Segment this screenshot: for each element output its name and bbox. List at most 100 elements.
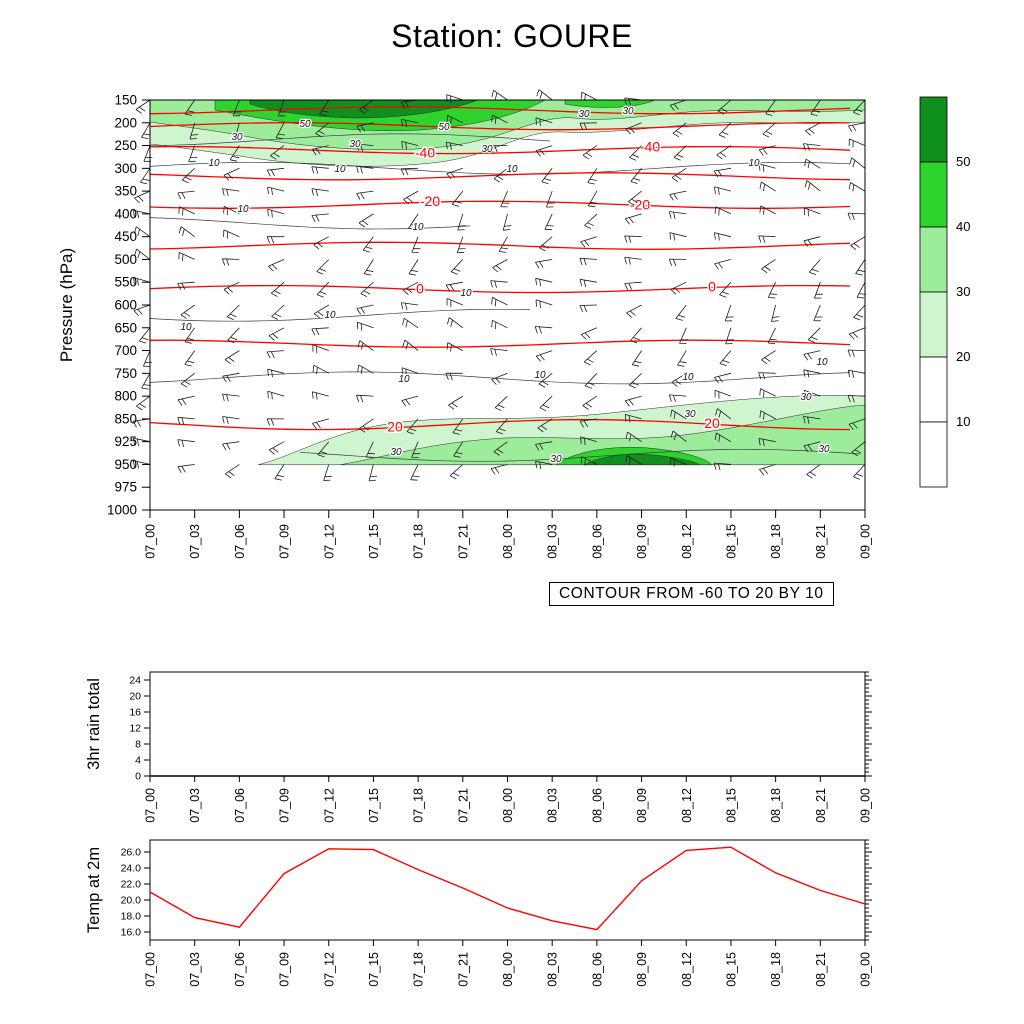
- wind-barbs: [132, 89, 866, 482]
- y-tick-label: 8: [135, 739, 141, 751]
- pressure-tick-label: 800: [114, 389, 137, 404]
- svg-text:10: 10: [534, 370, 546, 381]
- red-contour-label: 0: [708, 279, 716, 295]
- svg-text:30: 30: [390, 447, 402, 458]
- svg-text:10: 10: [460, 288, 472, 299]
- plot-frame: [149, 671, 866, 777]
- time-tick-label: 08_18: [769, 952, 783, 987]
- y-tick-label: 0: [135, 771, 141, 783]
- pressure-tick-label: 950: [114, 457, 137, 472]
- time-tick-label: 07_15: [367, 952, 381, 987]
- y-tick-label: 24: [129, 675, 141, 687]
- time-tick-label: 08_00: [501, 788, 515, 823]
- time-tick-label: 07_06: [233, 952, 247, 987]
- time-tick-label: 09_00: [859, 524, 873, 559]
- time-tick-label: 07_09: [278, 952, 292, 987]
- pressure-tick-label: 600: [114, 298, 137, 313]
- red-contour-label: -20: [420, 193, 440, 209]
- svg-text:10: 10: [237, 204, 249, 215]
- y-tick-label: 16: [129, 707, 141, 719]
- time-tick-label: 08_06: [590, 788, 604, 823]
- time-tick-label: 08_15: [724, 952, 738, 987]
- time-tick-label: 08_15: [724, 788, 738, 823]
- colorbar: 50 40 30 20 10: [919, 96, 970, 488]
- svg-text:10: 10: [398, 374, 410, 385]
- time-tick-label: 08_21: [814, 524, 828, 559]
- time-tick-label: 07_03: [188, 952, 202, 987]
- pressure-tick-label: 400: [114, 206, 137, 221]
- pressure-tick-label: 1000: [107, 503, 137, 518]
- time-tick-label: 08_09: [635, 788, 649, 823]
- svg-text:10: 10: [682, 372, 694, 383]
- svg-text:30: 30: [550, 454, 562, 465]
- time-tick-label: 07_21: [456, 788, 470, 823]
- time-tick-label: 07_03: [188, 524, 202, 559]
- time-tick-label: 07_18: [412, 788, 426, 823]
- pressure-tick-label: 450: [114, 229, 137, 244]
- time-tick-label: 08_06: [590, 524, 604, 559]
- colorbar-label: 40: [956, 219, 970, 234]
- svg-text:10: 10: [208, 158, 220, 169]
- time-tick-label: 07_15: [367, 788, 381, 823]
- time-tick-label: 08_03: [546, 524, 560, 559]
- svg-text:30: 30: [231, 132, 243, 143]
- time-tick-label: 07_06: [233, 524, 247, 559]
- svg-text:10: 10: [324, 310, 336, 321]
- time-tick-label: 07_09: [278, 788, 292, 823]
- y-axis-title: Pressure (hPa): [57, 248, 76, 362]
- time-tick-label: 08_12: [680, 788, 694, 823]
- time-tick-label: 07_21: [456, 524, 470, 559]
- pressure-tick-label: 975: [114, 480, 137, 495]
- y-tick-label: 4: [135, 755, 141, 767]
- svg-text:30: 30: [818, 444, 830, 455]
- red-contour-label: 0: [416, 281, 424, 297]
- time-tick-label: 07_12: [322, 788, 336, 823]
- y-tick-label: 18.0: [121, 911, 142, 923]
- data-line: [149, 846, 866, 931]
- time-tick-label: 08_03: [546, 788, 560, 823]
- time-tick-label: 09_00: [859, 952, 873, 987]
- time-tick-label: 07_03: [188, 788, 202, 823]
- pressure-tick-label: 300: [114, 161, 137, 176]
- time-tick-label: 07_21: [456, 952, 470, 987]
- time-tick-label: 08_21: [814, 952, 828, 987]
- time-tick-label: 08_06: [590, 952, 604, 987]
- contour-labels: 50 50 30 30 30 30 30 10 10 10 10 10 10 10 10 10 10 10 10 10…: [179, 105, 831, 467]
- pressure-tick-label: 550: [114, 275, 137, 290]
- svg-text:50: 50: [299, 119, 311, 130]
- pressure-tick-label: 850: [114, 411, 137, 426]
- thin-contours: [149, 133, 861, 462]
- y-axis-title: 3hr rain total: [85, 678, 103, 770]
- time-tick-label: 07_18: [412, 524, 426, 559]
- pressure-tick-label: 500: [114, 252, 137, 267]
- pressure-tick-label: 700: [114, 343, 137, 358]
- time-tick-label: 07_00: [144, 524, 158, 559]
- pressure-tick-label: 200: [114, 115, 137, 130]
- rain-chart: 0 4 8 12 16 20 24 07_00 07_03 07_06 07_09 07_12 07_1…: [85, 671, 873, 823]
- svg-text:10: 10: [412, 222, 424, 233]
- time-tick-label: 08_12: [680, 952, 694, 987]
- time-tick-label: 07_00: [144, 952, 158, 987]
- y-tick-label: 22.0: [121, 879, 142, 891]
- y-axis-title: Temp at 2m: [85, 847, 103, 933]
- svg-text:30: 30: [578, 109, 590, 120]
- contour-note: CONTOUR FROM -60 TO 20 BY 10: [549, 582, 834, 606]
- pressure-tick-label: 350: [114, 184, 137, 199]
- svg-text:30: 30: [800, 392, 812, 403]
- y-tick-label: 24.0: [121, 863, 142, 875]
- svg-text:30: 30: [481, 144, 493, 155]
- time-tick-label: 09_00: [859, 788, 873, 823]
- red-contour-label: 20: [387, 419, 403, 435]
- red-contour-label: -40: [415, 145, 435, 161]
- page-title: Station: GOURE: [391, 18, 633, 54]
- time-tick-label: 08_18: [769, 788, 783, 823]
- svg-text:10: 10: [180, 322, 192, 333]
- svg-text:30: 30: [349, 139, 361, 150]
- y-tick-label: 12: [129, 723, 141, 735]
- pressure-tick-label: 150: [114, 93, 137, 108]
- time-tick-label: 07_18: [412, 952, 426, 987]
- time-tick-label: 07_12: [322, 524, 336, 559]
- colorbar-label: 50: [956, 154, 970, 169]
- y-tick-label: 20: [129, 691, 141, 703]
- time-tick-label: 08_00: [501, 952, 515, 987]
